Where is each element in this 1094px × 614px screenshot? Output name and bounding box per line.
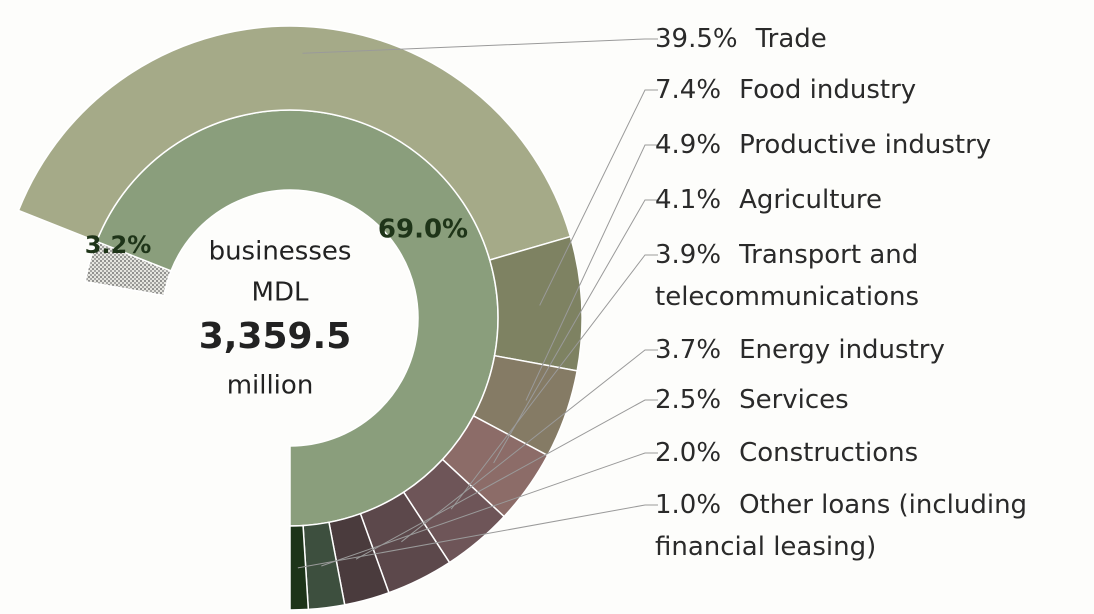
leader-line — [450, 254, 658, 510]
legend-label: 39.5% Trade — [655, 18, 1090, 60]
value-label: 4.1% — [655, 185, 722, 215]
inner-value-label: 3.2% — [85, 231, 152, 259]
center-value: 3,359.5 — [199, 316, 352, 357]
value-label: 1.0% — [655, 490, 722, 520]
category-label: Energy industry — [739, 335, 945, 365]
legend-label: 4.9% Productive industry — [655, 124, 1090, 166]
category-label: Constructions — [739, 438, 919, 468]
center-text: million — [227, 371, 314, 401]
legend-label: 1.0% Other loans (including financial lea… — [655, 484, 1090, 568]
value-label: 4.9% — [655, 130, 722, 160]
legend-label: 4.1% Agriculture — [655, 179, 1090, 221]
value-label: 2.0% — [655, 438, 722, 468]
center-text: businesses — [209, 237, 352, 267]
category-label: Agriculture — [739, 185, 883, 215]
leader-line — [525, 144, 658, 401]
category-label: Services — [739, 385, 849, 415]
leader-line — [493, 199, 658, 464]
category-label: Food industry — [739, 75, 917, 105]
category-label: Productive industry — [739, 130, 992, 160]
leader-line — [302, 38, 658, 54]
leader-line — [401, 349, 658, 543]
leader-line — [355, 399, 658, 560]
value-label: 3.7% — [655, 335, 722, 365]
value-label: 3.9% — [655, 240, 722, 270]
category-label: Transport and telecommunications — [655, 240, 920, 312]
leader-line — [321, 452, 658, 567]
value-label: 7.4% — [655, 75, 722, 105]
legend-label: 2.5% Services — [655, 379, 1090, 421]
outer-segment — [488, 235, 583, 372]
inner-value-label: 69.0% — [378, 215, 468, 245]
leader-line — [539, 89, 658, 306]
category-label: Trade — [755, 24, 827, 54]
value-label: 39.5% — [655, 24, 738, 54]
legend-label: 3.7% Energy industry — [655, 329, 1090, 371]
leader-line — [297, 504, 658, 569]
category-label: Other loans (including financial leasing… — [655, 490, 1028, 562]
outer-segment — [17, 25, 572, 261]
center-text: MDL — [252, 278, 309, 308]
legend-label: 2.0% Constructions — [655, 432, 1090, 474]
value-label: 2.5% — [655, 385, 722, 415]
legend-label: 7.4% Food industry — [655, 69, 1090, 111]
legend-label: 3.9% Transport and telecommunications — [655, 234, 1090, 318]
